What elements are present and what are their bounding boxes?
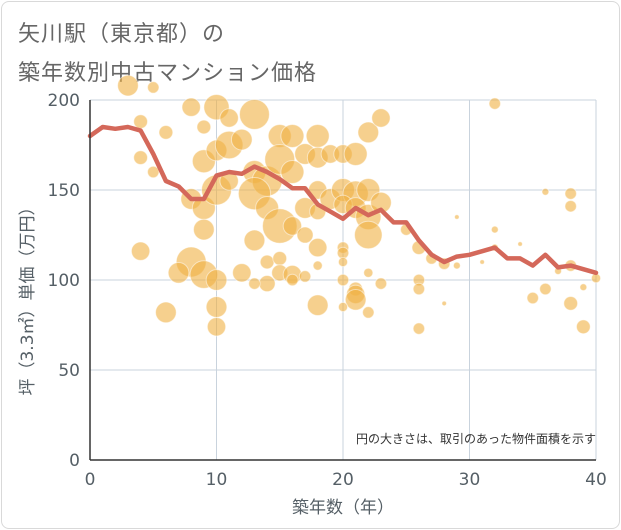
transaction-bubble [479, 259, 485, 265]
chart-title-line1: 矢川駅（東京都）の [18, 22, 226, 47]
transaction-bubble [517, 241, 523, 247]
transaction-bubble [579, 283, 588, 292]
y-tick-label: 50 [58, 361, 80, 381]
transaction-bubble [286, 273, 299, 287]
y-tick-label: 200 [48, 91, 80, 111]
transaction-bubble [282, 216, 303, 236]
transaction-bubble [206, 317, 227, 337]
transaction-bubble [526, 291, 539, 305]
transaction-bubble [452, 261, 461, 270]
transaction-bubble [363, 267, 374, 278]
transaction-bubble [205, 269, 228, 291]
transaction-bubble [133, 150, 149, 166]
transaction-bubble [412, 322, 426, 335]
transaction-bubble [541, 187, 550, 196]
transaction-bubble [488, 97, 502, 110]
transaction-bubble [308, 237, 328, 258]
transaction-bubble [371, 108, 391, 128]
transaction-bubble [564, 187, 577, 200]
transaction-bubble [219, 108, 239, 128]
transaction-bubble [354, 220, 383, 250]
axes: 0 50 100 150 200 0 10 20 30 40 [48, 91, 607, 490]
transaction-bubble [248, 277, 261, 290]
transaction-bubble [337, 301, 349, 313]
bubble-layer [117, 74, 602, 337]
transaction-bubble [158, 124, 174, 140]
transaction-bubble [539, 282, 552, 296]
chart-title-line2: 築年数別中古マンション価格 [18, 61, 318, 86]
y-axis-title: 坪（3.3㎡）単価（万円） [18, 198, 38, 395]
y-tick-label: 150 [48, 181, 80, 201]
transaction-bubble [205, 296, 228, 318]
transaction-bubble [312, 260, 323, 271]
transaction-bubble [258, 275, 276, 293]
transaction-bubble [575, 319, 591, 335]
transaction-bubble [563, 296, 579, 311]
transaction-bubble [343, 142, 368, 166]
transaction-bubble [336, 273, 350, 287]
transaction-bubble [454, 214, 460, 220]
transaction-bubble [272, 251, 288, 266]
transaction-bubble [147, 165, 160, 179]
transaction-bubble [196, 119, 212, 135]
x-axis-title: 築年数（年） [292, 498, 394, 518]
transaction-bubble [232, 263, 252, 283]
y-tick-label: 0 [69, 451, 80, 471]
transaction-bubble [155, 301, 177, 324]
transaction-bubble [117, 74, 139, 97]
transaction-bubble [441, 300, 448, 307]
transaction-bubble [362, 306, 375, 319]
transaction-bubble [298, 270, 312, 283]
transaction-bubble [181, 97, 201, 117]
transaction-bubble [280, 160, 305, 184]
transaction-bubble [296, 226, 314, 244]
transaction-bubble [337, 256, 349, 268]
trend-line-layer [87, 124, 599, 276]
transaction-bubble [412, 282, 426, 296]
transaction-bubble [133, 114, 149, 129]
transaction-bubble [259, 254, 275, 270]
transaction-bubble [167, 261, 190, 284]
transaction-bubble [280, 124, 305, 148]
transaction-bubble [230, 128, 253, 151]
transaction-bubble [344, 288, 367, 311]
transaction-bubble [357, 121, 380, 144]
x-tick-label: 20 [332, 470, 354, 490]
transaction-bubble [193, 218, 215, 241]
x-tick-label: 10 [206, 470, 228, 490]
y-tick-label: 100 [48, 271, 80, 291]
transaction-bubble [306, 294, 329, 317]
transaction-bubble [564, 199, 577, 213]
x-tick-label: 30 [459, 470, 481, 490]
x-tick-label: 0 [85, 470, 96, 490]
average-price-line [87, 124, 599, 276]
transaction-bubble [243, 229, 266, 252]
transaction-bubble [490, 225, 499, 234]
transaction-bubble [130, 241, 151, 261]
transaction-bubble [239, 98, 270, 130]
transaction-bubble [305, 124, 330, 148]
x-tick-label: 40 [585, 470, 607, 490]
transaction-bubble [374, 277, 388, 290]
bubble-size-note: 円の大きさは、取引のあった物件面積を示す [356, 431, 596, 446]
transaction-bubble [147, 81, 160, 94]
